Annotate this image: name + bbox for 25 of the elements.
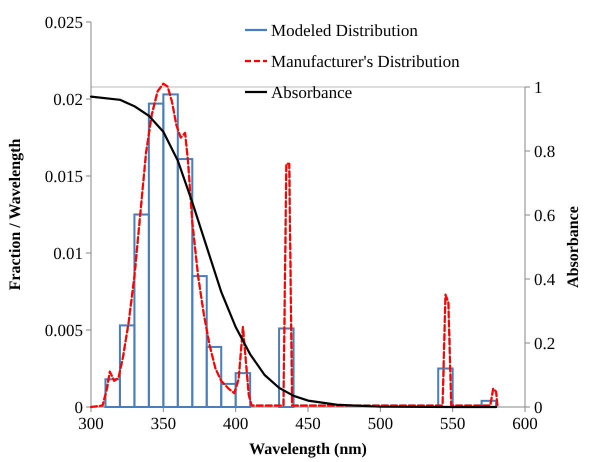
y-tick-label: 0.02 <box>53 90 83 109</box>
x-tick-label: 600 <box>512 414 538 433</box>
y2-tick-label: 1 <box>534 78 542 97</box>
x-tick-label: 350 <box>150 414 176 433</box>
x-tick-label: 500 <box>368 414 394 433</box>
y-tick-label: 0.025 <box>44 12 83 32</box>
y2-axis-title: Absorbance <box>565 206 582 288</box>
y2-tick-label: 0.6 <box>534 206 556 225</box>
x-tick-label: 300 <box>78 414 104 433</box>
y2-tick-label: 0.4 <box>534 270 556 289</box>
x-axis-title: Wavelength (nm) <box>249 441 367 458</box>
y-tick-label: 0.005 <box>44 320 83 340</box>
x-tick-label: 450 <box>295 414 321 433</box>
x-tick-label: 400 <box>222 414 248 433</box>
y-axis-title: Fraction / Wavelength <box>7 138 24 290</box>
y-tick-label: 0.015 <box>44 166 83 186</box>
y2-tick-label: 0.2 <box>534 334 556 353</box>
legend-label: Absorbance <box>271 82 352 102</box>
y-tick-label: 0 <box>74 398 83 417</box>
x-tick-label: 550 <box>440 414 466 433</box>
y2-tick-label: 0 <box>534 398 542 417</box>
legend-label: Modeled Distribution <box>271 20 418 40</box>
y-tick-label: 0.01 <box>53 244 83 263</box>
legend-label: Manufacturer's Distribution <box>271 52 460 71</box>
y2-tick-label: 0.8 <box>534 142 556 161</box>
